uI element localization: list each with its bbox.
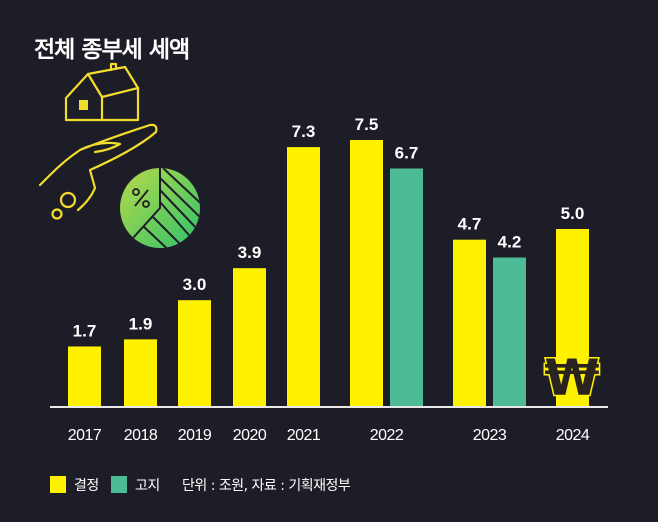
x-tick-label: 2019 xyxy=(178,427,212,444)
bar-2024-decided xyxy=(556,229,589,407)
x-tick-label: 2017 xyxy=(68,427,102,444)
bar-2022-decided xyxy=(350,140,383,407)
x-tick-label: 2018 xyxy=(124,427,158,444)
bar-2019-decided xyxy=(178,300,211,407)
legend-label-notice: 고지 xyxy=(135,478,160,494)
x-tick-label: 2021 xyxy=(287,427,321,444)
svg-text:₩: ₩ xyxy=(544,349,599,407)
house-on-hand-icon xyxy=(38,62,158,220)
value-label: 1.7 xyxy=(73,321,97,340)
bar-2023-decided xyxy=(453,239,486,407)
legend-swatch-notice xyxy=(111,476,127,493)
value-label: 4.7 xyxy=(458,215,482,234)
value-label: 7.3 xyxy=(292,122,316,141)
value-label: 5.0 xyxy=(561,204,585,223)
bar-2023-notice xyxy=(493,257,526,407)
value-label: 3.9 xyxy=(238,243,262,262)
value-label: 7.5 xyxy=(355,115,379,134)
unit-source-note: 단위 : 조원, 자료 : 기획재정부 xyxy=(182,478,351,494)
bar-2022-notice xyxy=(390,168,423,407)
x-tick-label: 2022 xyxy=(370,427,404,444)
bar-2021-decided xyxy=(287,147,320,407)
value-label: 6.7 xyxy=(395,143,419,162)
value-label: 1.9 xyxy=(129,314,153,333)
chart-title: 전체 종부세 세액 xyxy=(34,37,190,63)
won-sign-icon: ₩ xyxy=(543,348,601,409)
x-tick-label: 2020 xyxy=(233,427,267,444)
bar-2018-decided xyxy=(124,339,157,407)
percent-pie-icon xyxy=(120,168,200,248)
bar-2020-decided xyxy=(233,268,266,407)
x-tick-label: 2023 xyxy=(473,427,507,444)
value-label: 3.0 xyxy=(183,275,207,294)
value-label: 4.2 xyxy=(498,232,522,251)
legend: 결정 고지 단위 : 조원, 자료 : 기획재정부 xyxy=(50,476,351,494)
bar-2017-decided xyxy=(68,346,101,407)
legend-label-decided: 결정 xyxy=(74,478,99,494)
x-tick-label: 2024 xyxy=(556,427,590,444)
legend-swatch-decided xyxy=(50,476,66,493)
